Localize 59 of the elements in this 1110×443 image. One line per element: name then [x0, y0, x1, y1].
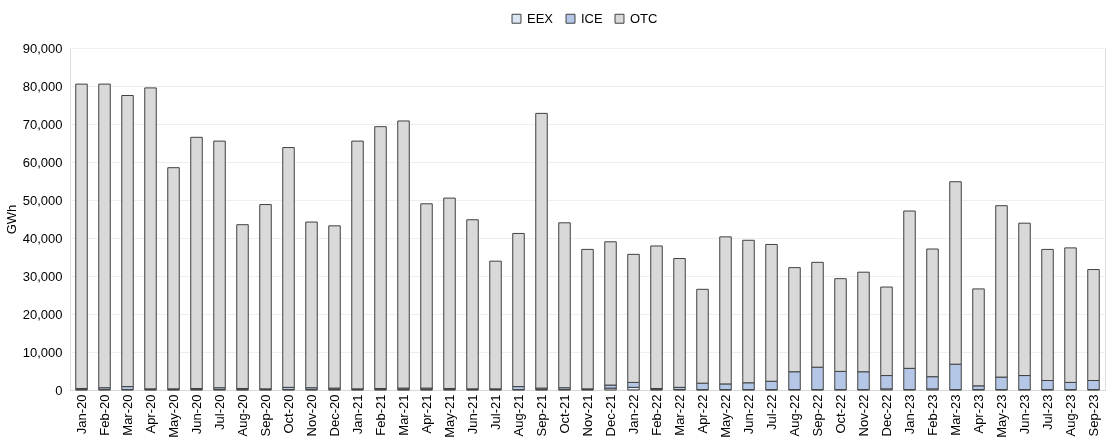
- y-tick-label: 80,000: [22, 78, 63, 94]
- x-tick-label: Feb-21: [372, 394, 388, 436]
- y-tick-label: 60,000: [22, 154, 63, 170]
- x-tick-label: Feb-22: [648, 394, 664, 436]
- y-tick-label: 20,000: [22, 306, 63, 322]
- y-tick-label: 30,000: [22, 268, 63, 284]
- x-tick-label: Apr-20: [142, 394, 158, 434]
- y-tick-label: 90,000: [22, 40, 63, 56]
- y-axis-title: GWh: [3, 204, 19, 235]
- x-tick-label: Sep-21: [533, 394, 549, 437]
- x-tick-label: May-23: [993, 394, 1009, 438]
- x-tick-label: Apr-22: [694, 394, 710, 434]
- x-tick-label: Jan-23: [901, 394, 917, 435]
- x-tick-label: Sep-20: [257, 394, 273, 437]
- y-tick-label: 0: [55, 382, 63, 398]
- x-tick-label: Dec-20: [326, 394, 342, 437]
- legend-label: ICE: [581, 10, 603, 26]
- x-tick-label: Feb-23: [924, 394, 940, 436]
- x-tick-label: Jan-21: [349, 394, 365, 435]
- x-tick-label: Jul-21: [487, 394, 503, 430]
- legend-label: EEX: [527, 10, 554, 26]
- x-tick-label: Aug-21: [510, 394, 526, 437]
- x-tick-label: Nov-22: [855, 394, 871, 437]
- y-tick-label: 70,000: [22, 116, 63, 132]
- x-tick-label: Mar-22: [671, 394, 687, 436]
- x-tick-label: Jun-23: [1016, 394, 1032, 435]
- x-tick-label: Jul-23: [1039, 394, 1055, 430]
- x-tick-label: Mar-23: [947, 394, 963, 436]
- x-tick-label: Sep-23: [1085, 394, 1101, 437]
- x-tick-label: Oct-20: [280, 394, 296, 434]
- x-tick-label: Aug-20: [234, 394, 250, 437]
- x-tick-label: Sep-22: [809, 394, 825, 437]
- x-tick-label: May-21: [441, 394, 457, 438]
- x-tick-label: Mar-21: [395, 394, 411, 436]
- legend-label: OTC: [630, 10, 658, 26]
- x-tick-label: Nov-20: [303, 394, 319, 437]
- x-tick-label: May-20: [165, 394, 181, 438]
- x-tick-label: Feb-20: [96, 394, 112, 436]
- x-tick-label: Oct-22: [832, 394, 848, 434]
- y-tick-label: 10,000: [22, 344, 63, 360]
- x-tick-label: Jun-21: [464, 394, 480, 435]
- x-tick-label: Aug-22: [786, 394, 802, 437]
- x-tick-label: Aug-23: [1062, 394, 1078, 437]
- x-tick-label: May-22: [717, 394, 733, 438]
- x-tick-label: Jul-20: [211, 394, 227, 430]
- x-tick-label: Dec-21: [602, 394, 618, 437]
- x-tick-label: Oct-21: [556, 394, 572, 434]
- x-tick-label: Mar-20: [119, 394, 135, 436]
- y-tick-label: 40,000: [22, 230, 63, 246]
- x-tick-label: Nov-21: [579, 394, 595, 437]
- x-tick-label: Jan-22: [625, 394, 641, 435]
- x-tick-label: Jun-22: [740, 394, 756, 435]
- y-tick-label: 50,000: [22, 192, 63, 208]
- x-tick-label: Jun-20: [188, 394, 204, 435]
- x-tick-label: Jul-22: [763, 394, 779, 430]
- x-tick-label: Dec-22: [878, 394, 894, 437]
- x-tick-label: Jan-20: [73, 394, 89, 435]
- x-tick-label: Apr-23: [970, 394, 986, 434]
- x-tick-label: Apr-21: [418, 394, 434, 434]
